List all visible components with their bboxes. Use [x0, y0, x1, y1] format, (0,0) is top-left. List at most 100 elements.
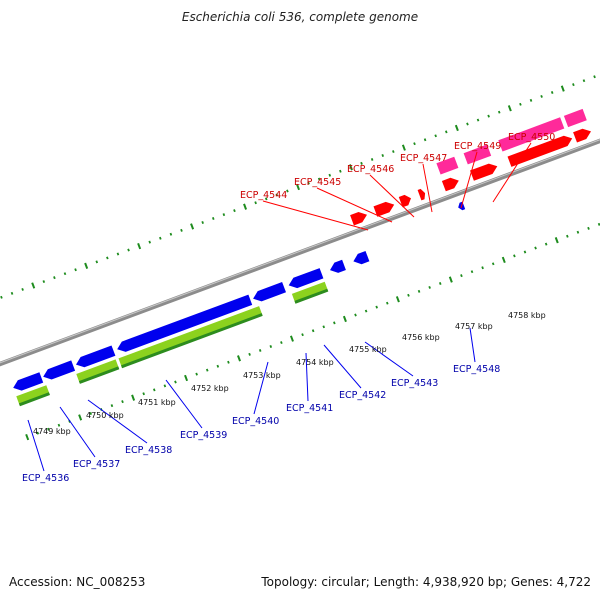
minor-tick: [57, 423, 61, 427]
major-tick: [237, 355, 241, 362]
minor-tick: [201, 220, 204, 224]
leader-line: [165, 379, 203, 429]
scale-tick-label: 4749 kbp: [33, 427, 71, 436]
minor-tick: [121, 400, 124, 404]
scale-labels: 4749 kbp 4750 kbp 4751 kbp 4752 kbp 4753 kbp…: [33, 311, 546, 436]
reverse-cds-feature: [353, 251, 370, 265]
scale-tick-label: 4752 kbp: [191, 384, 229, 393]
scale-tick-label: 4751 kbp: [138, 398, 176, 407]
major-tick: [289, 335, 294, 342]
minor-tick: [21, 287, 24, 291]
minor-tick: [529, 98, 533, 102]
leader-line: [27, 419, 45, 472]
minor-tick: [497, 110, 501, 114]
minor-tick: [540, 94, 543, 98]
forward-gene-label: ECP_4550: [508, 132, 555, 143]
minor-tick: [513, 254, 516, 258]
major-tick: [190, 223, 195, 230]
leader-line: [59, 406, 96, 458]
reverse-rna-shade: [18, 392, 50, 407]
leader-line: [369, 174, 415, 218]
minor-tick: [434, 134, 437, 138]
major-tick: [184, 374, 189, 382]
minor-tick: [364, 309, 368, 313]
minor-tick: [74, 268, 77, 272]
minor-tick: [587, 226, 590, 230]
minor-tick: [148, 240, 152, 244]
minor-tick: [222, 213, 226, 217]
minor-tick: [370, 157, 374, 161]
major-tick: [554, 237, 559, 244]
minor-tick: [519, 102, 522, 106]
leader-line: [469, 327, 476, 363]
minor-tick: [248, 352, 251, 356]
minor-tick: [413, 142, 416, 146]
minor-tick: [180, 228, 183, 232]
major-tick: [243, 203, 248, 210]
major-tick: [501, 256, 506, 264]
leader-line: [492, 142, 532, 203]
reverse-cds-feature: [288, 268, 324, 289]
tick-marks: [0, 75, 600, 441]
reverse-cds-feature: [13, 372, 44, 391]
minor-tick: [36, 431, 40, 435]
genome-backbone: [0, 138, 600, 367]
major-tick: [348, 164, 353, 171]
major-tick: [395, 296, 400, 303]
minor-tick: [174, 380, 177, 384]
reverse-gene-label: ECP_4537: [73, 459, 120, 470]
gene-features: [13, 108, 591, 407]
scale-tick-label: 4754 kbp: [296, 358, 334, 367]
minor-tick: [47, 427, 50, 431]
reverse-gene-label: ECP_4541: [286, 403, 333, 414]
minor-tick: [142, 392, 145, 396]
reverse-rna-feature: [118, 306, 263, 368]
forward-cds-feature: [470, 163, 498, 181]
minor-tick: [280, 341, 283, 345]
major-tick: [31, 282, 36, 289]
minor-tick: [110, 404, 114, 408]
minor-tick: [375, 305, 378, 309]
accession-text: Accession: NC_008253: [9, 575, 146, 589]
reverse-gene-label: ECP_4536: [22, 473, 69, 484]
minor-tick: [163, 384, 167, 388]
major-tick: [131, 394, 136, 401]
minor-tick: [428, 285, 431, 289]
major-tick: [25, 433, 30, 441]
minor-tick: [354, 313, 357, 317]
minor-tick: [227, 360, 230, 364]
minor-tick: [460, 274, 463, 278]
minor-tick: [576, 230, 580, 234]
scale-tick-label: 4758 kbp: [508, 311, 546, 320]
minor-tick: [211, 217, 215, 221]
minor-tick: [328, 173, 332, 177]
forward-cds-feature: [373, 201, 395, 217]
minor-tick: [339, 169, 342, 173]
minor-tick: [10, 291, 14, 295]
minor-tick: [205, 368, 209, 372]
scale-tick-label: 4753 kbp: [243, 371, 281, 380]
minor-tick: [381, 154, 385, 157]
forward-cds-feature: [441, 177, 459, 192]
forward-gene-label: ECP_4547: [400, 153, 447, 164]
minor-tick: [258, 348, 262, 352]
forward-gene-label: ECP_4546: [347, 164, 394, 175]
minor-tick: [566, 234, 569, 238]
minor-tick: [106, 256, 109, 260]
minor-tick: [386, 301, 389, 305]
minor-tick: [269, 345, 273, 348]
minor-tick: [572, 83, 575, 87]
minor-tick: [301, 333, 304, 337]
minor-tick: [216, 364, 220, 368]
minor-tick: [597, 222, 600, 226]
major-tick: [448, 276, 453, 283]
minor-tick: [476, 118, 480, 122]
minor-tick: [392, 150, 395, 154]
minor-tick: [322, 325, 326, 329]
leader-line: [253, 361, 269, 415]
scale-tick-label: 4750 kbp: [86, 411, 124, 420]
leader-line: [262, 200, 369, 231]
minor-tick: [127, 248, 130, 252]
minor-tick: [445, 130, 448, 134]
